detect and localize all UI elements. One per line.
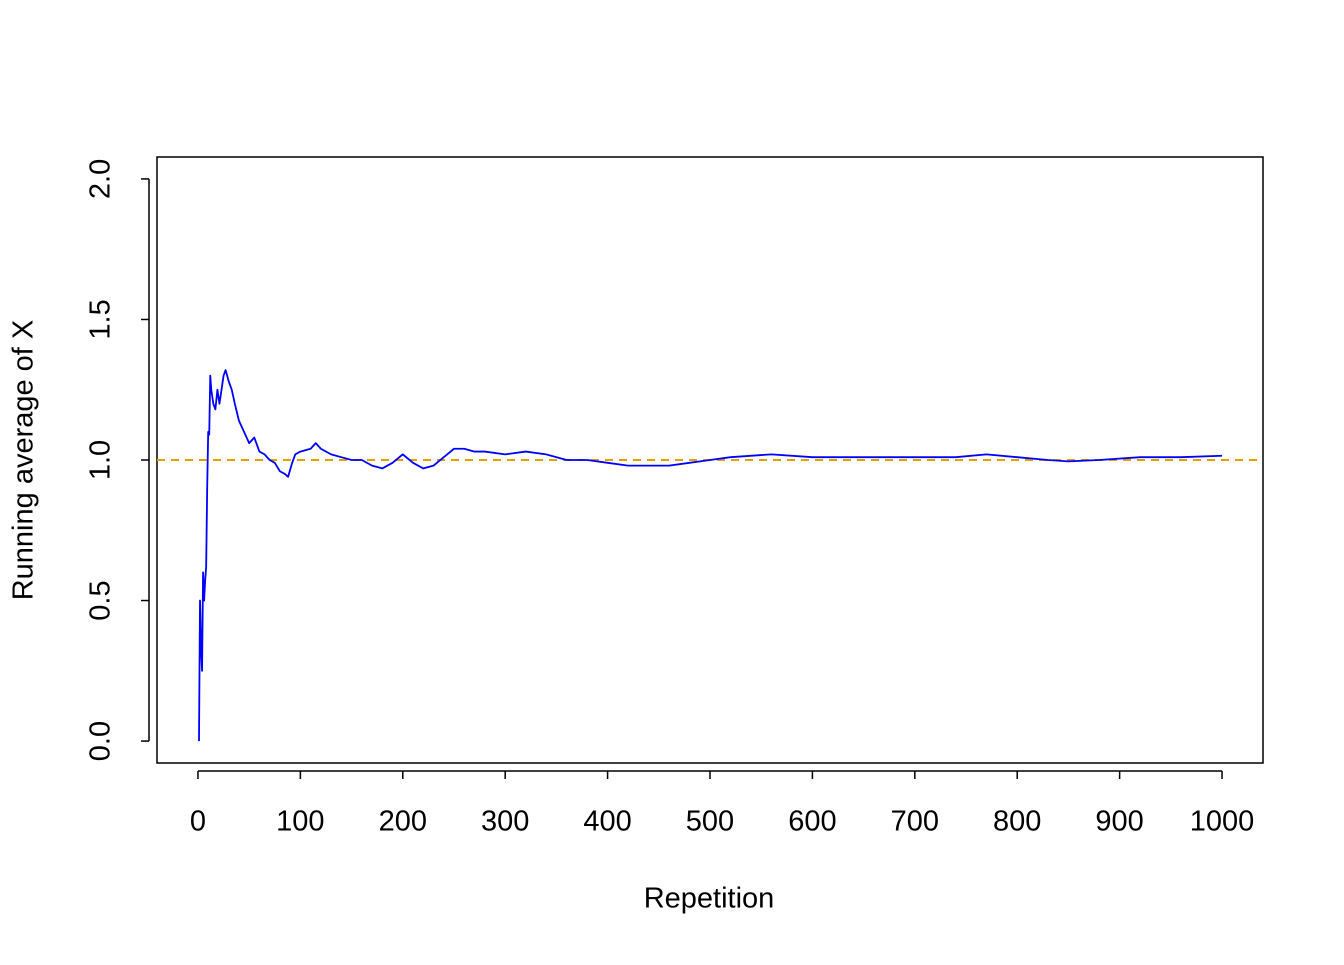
x-tick-label: 500: [686, 806, 734, 838]
y-tick-label: 0.0: [85, 721, 117, 761]
data-line: [198, 369, 1223, 742]
x-tick-label: 100: [276, 806, 324, 838]
x-tick-label: 800: [993, 806, 1041, 838]
x-tick-label: 900: [1095, 806, 1143, 838]
x-tick-label: 600: [788, 806, 836, 838]
y-axis-label: Running average of X: [8, 320, 40, 601]
y-tick-label: 1.5: [85, 299, 117, 339]
x-tick-label: 300: [481, 806, 529, 838]
x-tick-label: 700: [891, 806, 939, 838]
y-tick-label: 1.0: [85, 440, 117, 480]
x-tick-label: 0: [190, 806, 206, 838]
x-axis-label: Repetition: [644, 883, 775, 915]
y-tick-label: 0.5: [85, 580, 117, 620]
x-tick-label: 200: [379, 806, 427, 838]
x-tick-label: 1000: [1190, 806, 1255, 838]
x-tick-label: 400: [583, 806, 631, 838]
y-tick-label: 2.0: [85, 159, 117, 199]
